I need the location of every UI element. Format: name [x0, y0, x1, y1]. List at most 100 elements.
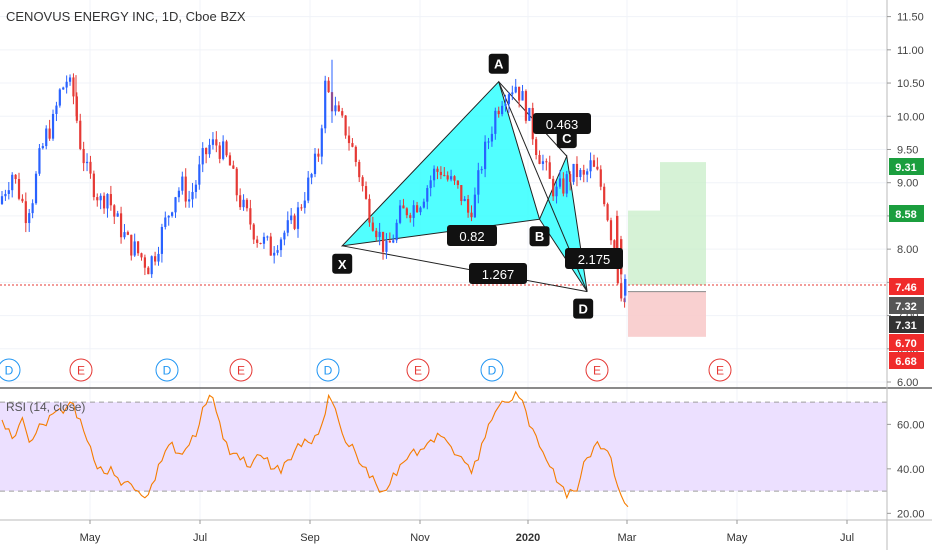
candle-body — [171, 212, 174, 216]
pattern-point-b: B — [529, 226, 550, 247]
candle-body — [4, 193, 7, 197]
candle-body — [392, 240, 395, 243]
candle-body — [490, 133, 494, 142]
candle-body — [620, 283, 623, 299]
time-tick-label: Mar — [618, 532, 637, 544]
target-zone-2 — [660, 162, 706, 286]
candle-body — [92, 173, 95, 198]
candle-body — [157, 253, 160, 262]
candle-body — [62, 87, 65, 90]
candle-body — [562, 178, 565, 194]
candle-body — [494, 110, 497, 134]
candle-body — [511, 92, 514, 95]
event-marker-letter: E — [414, 364, 422, 378]
candle-body — [303, 200, 306, 208]
event-marker-earnings: E — [406, 358, 430, 382]
candle-body — [466, 199, 470, 213]
rsi-tick-label: 20.00 — [897, 508, 925, 520]
candle-body — [130, 234, 133, 256]
candle-body — [143, 257, 146, 268]
rsi-tick-label: 60.00 — [897, 419, 925, 431]
pattern-point-d: D — [573, 298, 594, 319]
candle-body — [405, 208, 408, 216]
pattern-point-label: D — [578, 302, 587, 317]
candle-body — [572, 163, 575, 182]
target-zone-1 — [628, 210, 660, 286]
candle-body — [252, 224, 255, 240]
time-tick-label: May — [80, 532, 101, 544]
event-marker-letter: E — [716, 364, 724, 378]
candle-body — [113, 205, 116, 217]
candle-body — [256, 239, 259, 243]
candle-body — [0, 196, 4, 204]
candle-body — [381, 231, 385, 252]
candle-body — [565, 174, 568, 194]
candle-body — [48, 128, 51, 139]
time-tick-label: Nov — [410, 532, 430, 544]
price-tick-label: 8.00 — [897, 244, 918, 256]
candle-body — [586, 171, 589, 175]
rsi-axis: 20.00 40.00 60.00 — [887, 419, 925, 520]
price-badge — [889, 158, 924, 175]
candle-body — [351, 143, 354, 147]
candle-body — [463, 199, 466, 202]
candle-body — [119, 213, 123, 238]
candle-body — [375, 230, 378, 238]
candle-body — [225, 141, 228, 156]
candle-body — [480, 169, 483, 171]
candle-body — [460, 185, 463, 202]
candle-body — [279, 239, 283, 251]
chart-title: CENOVUS ENERGY INC, 1D, Cboe BZX — [6, 9, 246, 24]
candle-body — [133, 241, 136, 256]
candle-body — [535, 139, 538, 156]
candle-body — [215, 139, 218, 146]
ratio-label: 0.82 — [447, 225, 497, 246]
candle-body — [296, 207, 300, 229]
candle-body — [341, 111, 344, 116]
candle-body — [429, 180, 432, 189]
candle-body — [222, 141, 225, 159]
candle-body — [194, 184, 198, 192]
candle-body — [443, 175, 446, 177]
event-marker-letter: D — [324, 364, 333, 378]
candle-body — [102, 195, 106, 209]
candle-body — [24, 201, 27, 224]
candle-body — [82, 148, 85, 164]
price-badge — [889, 334, 924, 351]
candle-body — [368, 198, 371, 223]
candle-body — [422, 201, 425, 208]
event-marker-circle — [480, 358, 504, 382]
candle-body — [569, 174, 572, 182]
candle-body — [398, 205, 402, 223]
time-tick-label: 2020 — [516, 532, 540, 544]
pattern-point-badge — [488, 53, 509, 74]
candle-body — [85, 161, 89, 164]
event-marker-dividend: D — [155, 358, 179, 382]
candle-body — [153, 256, 157, 262]
pattern-triangle-xab — [340, 80, 541, 247]
candle-body — [96, 197, 99, 201]
event-marker-circle — [229, 358, 253, 382]
event-marker-circle — [0, 358, 21, 382]
candle-body — [313, 153, 317, 175]
candle-body — [290, 215, 293, 221]
candle-body — [198, 164, 201, 185]
event-marker-dividend: D — [480, 358, 504, 382]
time-tick-label: Jul — [840, 532, 854, 544]
pattern-point-badge — [529, 226, 550, 247]
ratio-label: 1.267 — [469, 263, 527, 284]
event-marker-dividend: D — [0, 358, 21, 382]
price-badge-label: 9.31 — [895, 162, 916, 174]
candle-body — [558, 178, 562, 187]
candle-body — [449, 176, 453, 180]
event-marker-letter: E — [593, 364, 601, 378]
candle-body — [283, 232, 286, 240]
candle-body — [269, 236, 272, 256]
ratio-text: 1.267 — [482, 267, 515, 282]
candle-body — [371, 222, 374, 231]
candle-body — [259, 242, 262, 244]
pattern-point-badge — [573, 298, 594, 319]
candle-body — [484, 141, 487, 170]
